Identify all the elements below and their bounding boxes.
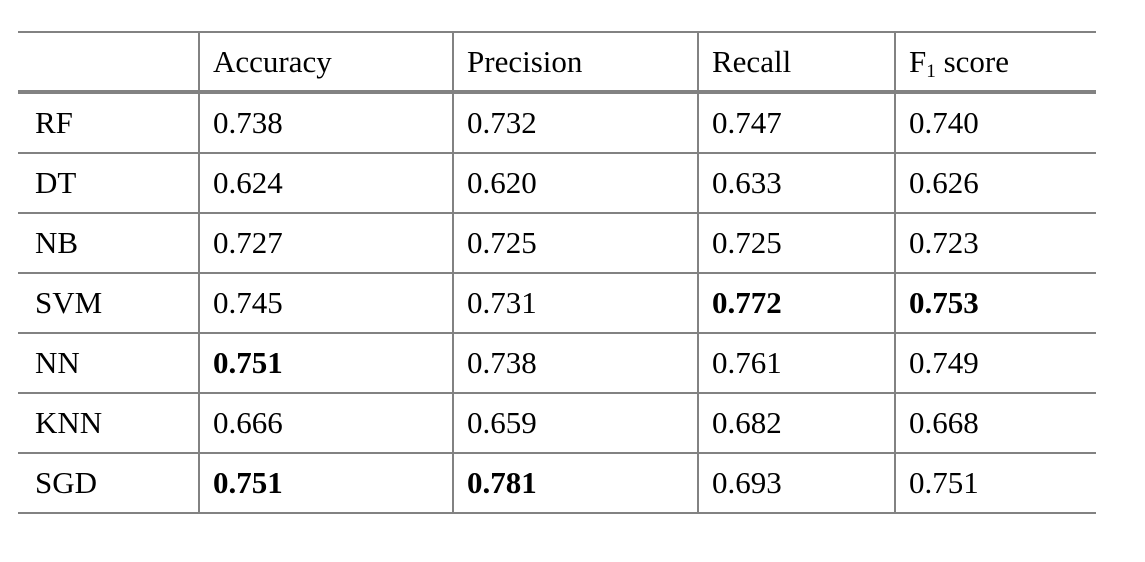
row-label: KNN [18,392,200,454]
row-label: SGD [18,452,200,514]
header-f1-score: F1 score [894,31,1096,94]
header-row: Accuracy Precision Recall F1 score [18,31,1096,94]
table-row-dt: DT 0.624 0.620 0.633 0.626 [18,152,1096,214]
cell-recall: 0.693 [697,452,896,514]
row-label: RF [18,91,200,154]
f1-subscript: 1 [926,60,936,82]
header-empty-cell [18,31,200,94]
table-row-knn: KNN 0.666 0.659 0.682 0.668 [18,392,1096,454]
cell-f1: 0.751 [894,452,1096,514]
cell-recall: 0.682 [697,392,896,454]
table-row-svm: SVM 0.745 0.731 0.772 0.753 [18,272,1096,334]
cell-recall: 0.725 [697,212,896,274]
cell-accuracy: 0.738 [198,91,454,154]
header-accuracy: Accuracy [198,31,454,94]
cell-recall: 0.747 [697,91,896,154]
row-label: SVM [18,272,200,334]
cell-accuracy: 0.666 [198,392,454,454]
row-label: NN [18,332,200,394]
cell-accuracy: 0.745 [198,272,454,334]
cell-precision: 0.738 [452,332,699,394]
table-row-sgd: SGD 0.751 0.781 0.693 0.751 [18,452,1096,514]
table-row-nb: NB 0.727 0.725 0.725 0.723 [18,212,1096,274]
cell-accuracy: 0.751 [198,332,454,394]
f1-base: F [909,43,927,79]
cell-f1: 0.740 [894,91,1096,154]
cell-precision: 0.731 [452,272,699,334]
cell-precision: 0.781 [452,452,699,514]
cell-recall: 0.633 [697,152,896,214]
classifier-metrics-table: Accuracy Precision Recall F1 score RF 0.… [18,31,1096,514]
cell-f1: 0.668 [894,392,1096,454]
cell-precision: 0.659 [452,392,699,454]
cell-precision: 0.620 [452,152,699,214]
row-label: NB [18,212,200,274]
cell-f1: 0.749 [894,332,1096,394]
table-row-rf: RF 0.738 0.732 0.747 0.740 [18,91,1096,154]
cell-accuracy: 0.624 [198,152,454,214]
cell-f1: 0.723 [894,212,1096,274]
cell-precision: 0.732 [452,91,699,154]
cell-f1: 0.626 [894,152,1096,214]
cell-accuracy: 0.751 [198,452,454,514]
table-row-nn: NN 0.751 0.738 0.761 0.749 [18,332,1096,394]
row-label: DT [18,152,200,214]
cell-f1: 0.753 [894,272,1096,334]
cell-precision: 0.725 [452,212,699,274]
header-precision: Precision [452,31,699,94]
f1-rest: score [935,43,1010,79]
cell-recall: 0.761 [697,332,896,394]
cell-accuracy: 0.727 [198,212,454,274]
header-recall: Recall [697,31,896,94]
cell-recall: 0.772 [697,272,896,334]
